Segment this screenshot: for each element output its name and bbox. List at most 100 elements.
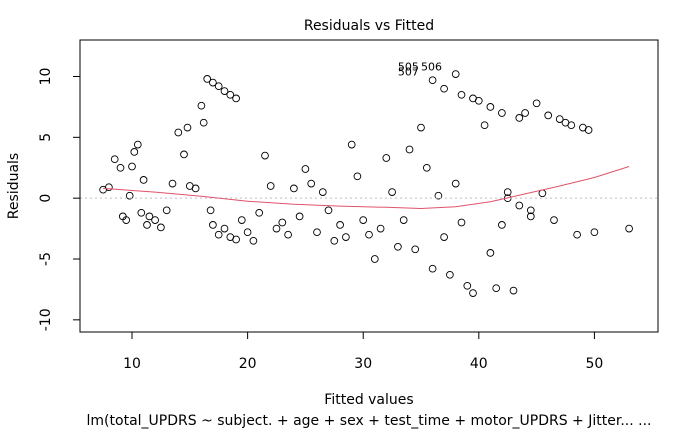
- data-point: [183, 123, 192, 132]
- data-point: [180, 150, 188, 159]
- x-axis: 10 20 30 40 50: [123, 331, 604, 372]
- data-point: [625, 224, 633, 233]
- data-point: [370, 255, 379, 263]
- data-point: [209, 221, 217, 229]
- data-point: [122, 216, 131, 224]
- data-point: [469, 289, 477, 297]
- data-point: [199, 118, 208, 127]
- x-axis-label: Fitted values: [324, 392, 413, 408]
- data-point: [145, 212, 154, 221]
- data-point: [232, 94, 240, 103]
- data-point: [220, 224, 229, 233]
- point-annotation-label: 506: [421, 60, 442, 73]
- data-point: [440, 84, 448, 93]
- data-point: [342, 233, 350, 241]
- data-point: [451, 70, 460, 78]
- data-point: [105, 183, 113, 192]
- y-tick-label: -10: [38, 308, 54, 331]
- data-point: [359, 216, 368, 224]
- data-point: [503, 188, 512, 196]
- model-subtitle: lm(total_UPDRS ~ subject. + age + sex + …: [87, 413, 652, 429]
- data-point: [162, 206, 171, 215]
- x-tick-label: 40: [470, 356, 488, 372]
- data-point: [532, 99, 541, 108]
- scatter-points: [99, 70, 633, 297]
- data-point: [324, 206, 333, 215]
- data-point: [480, 121, 489, 130]
- data-point: [555, 115, 564, 123]
- data-point: [526, 206, 535, 215]
- data-point: [128, 162, 136, 171]
- data-point: [492, 284, 501, 293]
- data-point: [550, 216, 558, 224]
- data-point: [137, 208, 146, 217]
- data-point: [318, 188, 327, 196]
- data-point: [307, 179, 316, 188]
- data-point: [457, 218, 466, 227]
- data-point: [237, 216, 246, 224]
- data-point: [191, 184, 200, 193]
- data-point: [457, 90, 466, 99]
- x-tick-label: 50: [586, 356, 604, 372]
- data-point: [463, 281, 472, 290]
- data-point: [203, 75, 212, 83]
- data-point: [515, 201, 524, 210]
- data-point: [567, 121, 576, 130]
- data-point: [394, 242, 402, 251]
- data-point: [301, 165, 310, 173]
- data-point: [382, 154, 391, 162]
- data-point: [266, 182, 275, 190]
- x-tick-label: 20: [239, 356, 257, 372]
- data-point: [376, 224, 385, 233]
- y-tick-label: 10: [38, 68, 54, 86]
- data-point: [290, 184, 298, 193]
- data-point: [226, 90, 235, 99]
- data-point: [133, 140, 142, 149]
- data-point: [143, 221, 151, 229]
- y-axis: -10 -5 0 5 10: [38, 68, 81, 331]
- data-point: [411, 245, 420, 254]
- chart-title: Residuals vs Fitted: [304, 18, 434, 34]
- smoother-line: [103, 166, 630, 210]
- data-point: [498, 109, 506, 117]
- data-point: [255, 208, 264, 217]
- data-point: [469, 94, 477, 103]
- point-annotation-label: 505: [398, 60, 419, 73]
- data-point: [584, 126, 593, 134]
- data-point: [498, 221, 506, 229]
- data-point: [521, 109, 529, 117]
- data-point: [544, 111, 553, 120]
- data-point: [336, 221, 344, 229]
- data-point: [313, 228, 321, 237]
- data-point: [365, 230, 373, 239]
- y-tick-label: 5: [38, 133, 54, 142]
- data-point: [399, 216, 408, 224]
- data-point: [440, 233, 448, 241]
- data-point: [206, 206, 215, 215]
- data-point: [197, 101, 206, 110]
- data-point: [168, 179, 177, 188]
- data-point: [422, 163, 431, 172]
- data-point: [353, 172, 362, 181]
- x-tick-label: 10: [123, 356, 141, 372]
- data-point: [428, 76, 437, 85]
- data-point: [214, 230, 223, 239]
- data-point: [526, 212, 535, 221]
- data-point: [417, 123, 425, 132]
- data-point: [330, 236, 339, 245]
- data-point: [174, 128, 183, 137]
- data-point: [428, 264, 437, 273]
- data-point: [590, 228, 599, 237]
- data-point: [434, 191, 443, 200]
- data-point: [130, 148, 139, 156]
- data-point: [388, 188, 396, 196]
- data-point: [446, 270, 454, 279]
- data-point: [232, 235, 240, 244]
- point-annotation-label: 507: [398, 65, 419, 78]
- data-point: [347, 140, 356, 149]
- data-point: [295, 212, 304, 221]
- data-point: [405, 145, 414, 154]
- data-point: [486, 103, 495, 111]
- data-point: [249, 236, 258, 245]
